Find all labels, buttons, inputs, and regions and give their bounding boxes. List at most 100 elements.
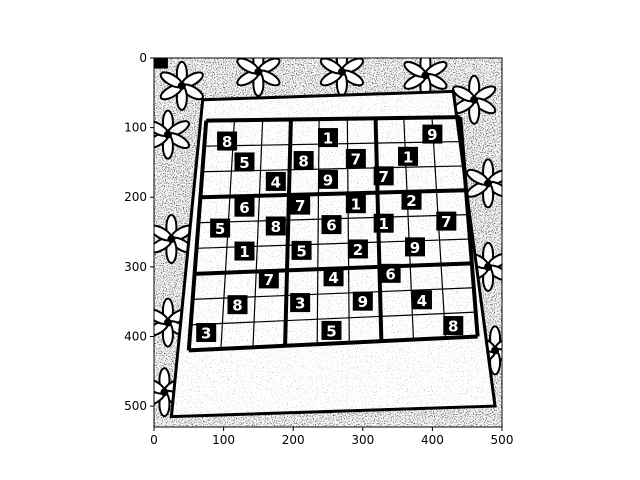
digit-box bbox=[234, 152, 255, 172]
digit-label: 6 bbox=[385, 265, 395, 283]
x-tick-label: 500 bbox=[491, 433, 514, 447]
digit-label: 7 bbox=[441, 213, 451, 231]
grid-line-vertical bbox=[458, 117, 480, 337]
digit-label: 1 bbox=[351, 196, 361, 214]
axes-frame bbox=[153, 57, 503, 428]
flower-decoration bbox=[465, 158, 502, 209]
digit-label: 7 bbox=[295, 197, 305, 215]
digit-label: 5 bbox=[326, 322, 336, 340]
digit-label: 6 bbox=[239, 199, 249, 217]
digit-box bbox=[258, 269, 279, 289]
flower-decoration bbox=[159, 60, 204, 111]
flower-decoration bbox=[154, 109, 191, 160]
digit-box bbox=[234, 241, 255, 261]
y-axis: 0 100 200 300 400 500 bbox=[124, 51, 154, 413]
digit-box bbox=[373, 213, 394, 233]
digit-label: 8 bbox=[448, 318, 458, 336]
digit-box bbox=[217, 131, 238, 151]
digit-label: 9 bbox=[410, 239, 420, 257]
x-tick-label: 400 bbox=[421, 433, 444, 447]
digit-box bbox=[227, 295, 248, 315]
digit-label: 7 bbox=[351, 150, 361, 168]
digit-box bbox=[380, 263, 401, 283]
flower-decoration bbox=[452, 74, 497, 125]
digit-box bbox=[398, 146, 419, 166]
grid-line-vertical bbox=[186, 120, 209, 351]
digit-box bbox=[411, 290, 432, 310]
y-tick-label: 100 bbox=[124, 121, 147, 135]
digit-label: 5 bbox=[296, 242, 306, 260]
digit-box bbox=[345, 194, 366, 214]
digit-box bbox=[234, 197, 255, 217]
digit-box bbox=[405, 237, 425, 257]
y-tick-label: 300 bbox=[124, 260, 147, 274]
digit-label: 7 bbox=[264, 271, 274, 289]
digit-label: 4 bbox=[417, 292, 427, 310]
sudoku-digits: 8 1 95 8 7 14 9 76 7 1 25 8 6 1 71 5 2 97 4 68 3 9 43 5 8 bbox=[196, 124, 464, 343]
digit-box bbox=[422, 124, 443, 144]
digit-box bbox=[321, 215, 342, 235]
digit-label: 5 bbox=[239, 154, 249, 172]
digit-box bbox=[321, 320, 342, 340]
digit-box bbox=[443, 316, 464, 336]
digit-box bbox=[323, 267, 344, 287]
y-tick-label: 200 bbox=[124, 190, 147, 204]
x-tick-label: 300 bbox=[351, 433, 374, 447]
y-tick-label: 500 bbox=[124, 399, 147, 413]
digit-box bbox=[401, 190, 422, 210]
digit-box bbox=[265, 216, 286, 236]
digit-label: 5 bbox=[215, 220, 225, 238]
digit-label: 1 bbox=[403, 148, 413, 166]
digit-label: 3 bbox=[201, 325, 211, 343]
digit-box bbox=[436, 211, 457, 231]
corner-block bbox=[154, 58, 168, 69]
digit-label: 8 bbox=[222, 133, 232, 151]
x-tick-label: 0 bbox=[150, 433, 158, 447]
digit-label: 9 bbox=[358, 293, 368, 311]
digit-label: 8 bbox=[298, 153, 308, 171]
digit-box bbox=[196, 323, 217, 343]
digit-box bbox=[373, 166, 394, 186]
grid-line-horizontal bbox=[188, 334, 478, 353]
digit-box bbox=[347, 239, 368, 259]
board-paper-noise bbox=[171, 91, 495, 417]
digit-label: 8 bbox=[271, 218, 281, 236]
digit-label: 8 bbox=[232, 297, 242, 315]
digit-box bbox=[290, 195, 311, 215]
digit-label: 3 bbox=[295, 295, 305, 313]
flower-decoration bbox=[154, 214, 194, 265]
digit-label: 1 bbox=[378, 215, 388, 233]
grid-line-vertical bbox=[316, 119, 320, 345]
flower-decoration bbox=[236, 58, 281, 97]
digit-box bbox=[265, 171, 286, 191]
digit-label: 2 bbox=[406, 192, 416, 210]
x-axis: 0 100 200 300 400 500 bbox=[150, 427, 513, 447]
digit-box bbox=[290, 293, 311, 313]
x-tick-label: 100 bbox=[212, 433, 235, 447]
grid-line-horizontal bbox=[206, 115, 461, 123]
digit-label: 4 bbox=[271, 173, 281, 191]
y-tick-label: 400 bbox=[124, 329, 147, 343]
digit-label: 4 bbox=[328, 269, 338, 287]
digit-label: 7 bbox=[378, 168, 388, 186]
digit-label: 6 bbox=[326, 217, 336, 235]
grid-line-horizontal bbox=[190, 311, 476, 326]
digit-label: 9 bbox=[323, 171, 333, 189]
digit-box bbox=[293, 151, 314, 171]
digit-box bbox=[345, 148, 366, 168]
digit-label: 1 bbox=[323, 130, 333, 148]
digit-label: 9 bbox=[427, 126, 437, 144]
digit-label: 1 bbox=[239, 243, 249, 261]
grid-line-vertical bbox=[252, 119, 264, 348]
digit-box bbox=[352, 291, 373, 311]
grid-line-horizontal bbox=[200, 188, 467, 200]
grid-line-vertical bbox=[283, 119, 293, 346]
digit-box bbox=[318, 169, 338, 189]
digit-box bbox=[318, 128, 338, 148]
digit-box bbox=[291, 240, 312, 260]
y-tick-label: 0 bbox=[139, 51, 147, 65]
binary-image: 8 1 95 8 7 14 9 76 7 1 25 8 6 1 71 5 2 97 4 68 3 9 43 5 8 bbox=[154, 58, 502, 427]
digit-box bbox=[210, 218, 231, 238]
x-tick-label: 200 bbox=[282, 433, 305, 447]
